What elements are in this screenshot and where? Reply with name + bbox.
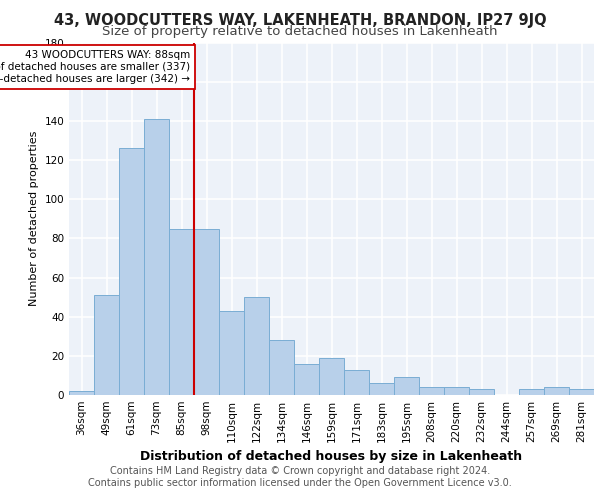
Bar — [244, 297, 269, 395]
Text: Contains HM Land Registry data © Crown copyright and database right 2024.
Contai: Contains HM Land Registry data © Crown c… — [88, 466, 512, 487]
Bar — [194, 228, 219, 395]
Bar — [419, 387, 444, 395]
Bar — [369, 383, 394, 395]
Bar — [144, 119, 169, 395]
Text: Size of property relative to detached houses in Lakenheath: Size of property relative to detached ho… — [102, 25, 498, 38]
Bar — [344, 370, 369, 395]
Bar — [169, 228, 194, 395]
Y-axis label: Number of detached properties: Number of detached properties — [29, 131, 39, 306]
Text: 43, WOODCUTTERS WAY, LAKENHEATH, BRANDON, IP27 9JQ: 43, WOODCUTTERS WAY, LAKENHEATH, BRANDON… — [53, 12, 547, 28]
Bar — [269, 340, 294, 395]
Bar — [569, 389, 594, 395]
Bar — [469, 389, 494, 395]
Text: 43 WOODCUTTERS WAY: 88sqm
← 49% of detached houses are smaller (337)
50% of semi: 43 WOODCUTTERS WAY: 88sqm ← 49% of detac… — [0, 50, 190, 84]
Bar — [394, 378, 419, 395]
Bar — [94, 295, 119, 395]
Bar — [294, 364, 319, 395]
Bar — [319, 358, 344, 395]
Bar — [119, 148, 144, 395]
X-axis label: Distribution of detached houses by size in Lakenheath: Distribution of detached houses by size … — [140, 450, 523, 464]
Bar — [444, 387, 469, 395]
Bar — [219, 311, 244, 395]
Bar — [69, 391, 94, 395]
Bar — [544, 387, 569, 395]
Bar — [519, 389, 544, 395]
